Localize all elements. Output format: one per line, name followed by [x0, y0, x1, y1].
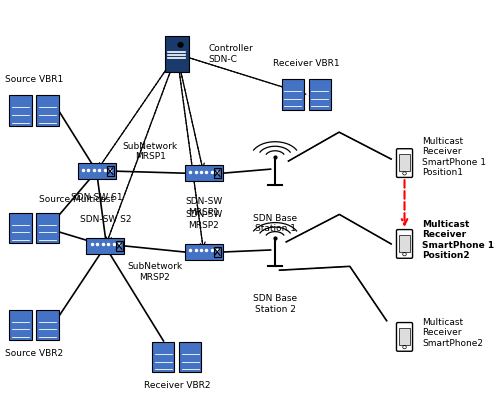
FancyBboxPatch shape — [184, 165, 222, 181]
FancyBboxPatch shape — [164, 36, 189, 72]
Text: Source Multicast: Source Multicast — [38, 195, 114, 204]
Text: Receiver VBR1: Receiver VBR1 — [273, 59, 340, 68]
FancyBboxPatch shape — [180, 342, 202, 372]
FancyBboxPatch shape — [396, 322, 412, 351]
FancyBboxPatch shape — [10, 212, 32, 243]
FancyBboxPatch shape — [399, 235, 410, 252]
FancyBboxPatch shape — [36, 95, 59, 126]
Text: SDN Base
Station 1: SDN Base Station 1 — [253, 214, 297, 233]
Circle shape — [178, 43, 183, 47]
Text: SDN-SW S2: SDN-SW S2 — [80, 215, 131, 224]
FancyBboxPatch shape — [10, 95, 32, 126]
Text: SDN-SW
MRSP1: SDN-SW MRSP1 — [185, 197, 222, 217]
FancyBboxPatch shape — [309, 79, 331, 109]
FancyBboxPatch shape — [396, 149, 412, 177]
Text: SDN-SW S1: SDN-SW S1 — [70, 193, 122, 202]
Text: SDN-SW
MRSP2: SDN-SW MRSP2 — [185, 210, 222, 230]
FancyBboxPatch shape — [396, 230, 412, 258]
Text: SubNetwork
MRSP2: SubNetwork MRSP2 — [127, 262, 182, 282]
Text: Source VBR1: Source VBR1 — [5, 75, 63, 84]
FancyBboxPatch shape — [282, 79, 304, 109]
Text: Receiver VBR2: Receiver VBR2 — [144, 381, 210, 390]
FancyBboxPatch shape — [78, 163, 116, 179]
FancyBboxPatch shape — [86, 238, 124, 254]
Text: SDN Base
Station 2: SDN Base Station 2 — [253, 294, 297, 314]
FancyBboxPatch shape — [36, 212, 59, 243]
FancyBboxPatch shape — [152, 342, 174, 372]
FancyBboxPatch shape — [399, 328, 410, 345]
Text: Multicast
Receiver
SmartPhone 1
Position1: Multicast Receiver SmartPhone 1 Position… — [422, 137, 486, 177]
Text: Source VBR2: Source VBR2 — [5, 349, 63, 358]
FancyBboxPatch shape — [10, 310, 32, 340]
Text: SubNetwork
MRSP1: SubNetwork MRSP1 — [122, 142, 178, 161]
Text: Controller
SDN-C: Controller SDN-C — [208, 44, 253, 63]
Text: Multicast
Receiver
SmartPhone 1
Position2: Multicast Receiver SmartPhone 1 Position… — [422, 220, 494, 260]
Text: Multicast
Receiver
SmartPhone2: Multicast Receiver SmartPhone2 — [422, 318, 484, 348]
FancyBboxPatch shape — [36, 310, 59, 340]
FancyBboxPatch shape — [184, 244, 222, 260]
FancyBboxPatch shape — [399, 154, 410, 171]
